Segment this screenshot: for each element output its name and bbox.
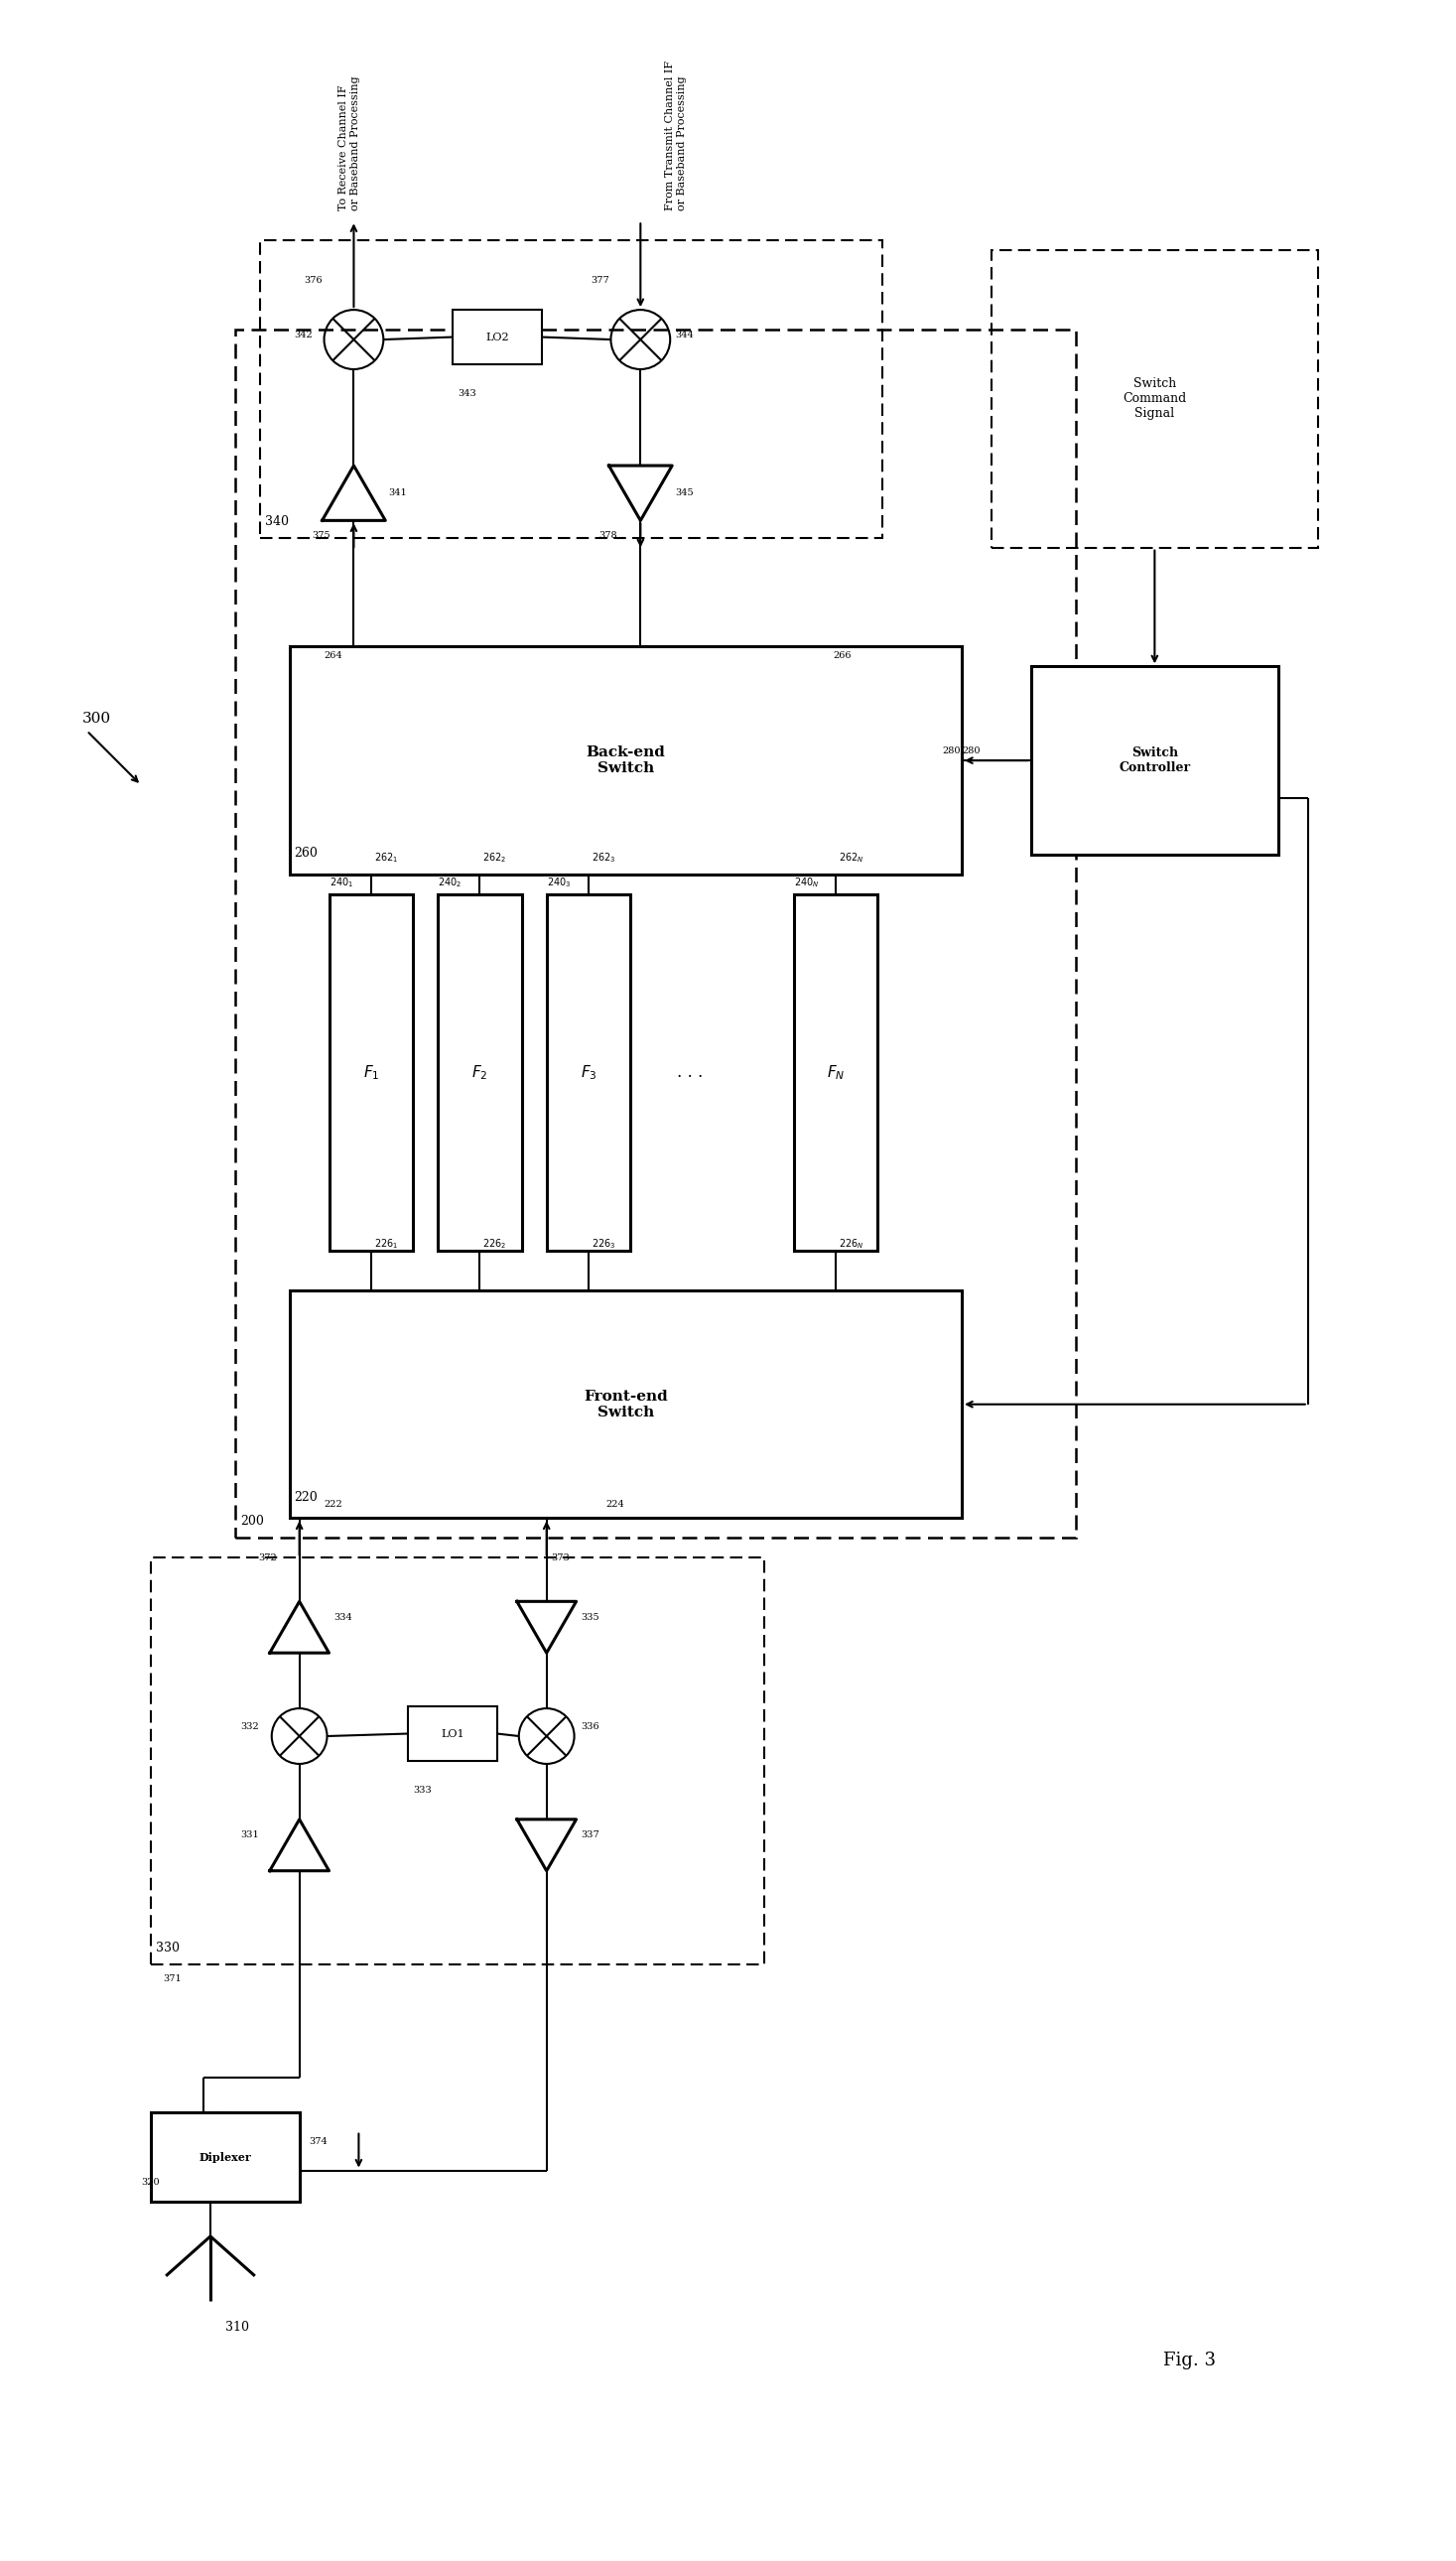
Text: 342: 342: [294, 330, 313, 338]
Text: 333: 333: [414, 1785, 431, 1795]
Text: 264: 264: [325, 650, 342, 661]
Text: LO2: LO2: [485, 333, 508, 343]
Bar: [546, 894, 630, 1250]
Bar: [992, 251, 1318, 548]
Text: 376: 376: [304, 277, 323, 284]
Text: $262_3$: $262_3$: [591, 850, 616, 866]
Text: 378: 378: [598, 530, 617, 540]
Text: 343: 343: [457, 389, 476, 397]
Bar: [453, 310, 542, 364]
Text: $F_3$: $F_3$: [581, 1063, 597, 1081]
Text: $240_2$: $240_2$: [438, 876, 462, 889]
Text: 336: 336: [581, 1721, 600, 1731]
Text: $226_2$: $226_2$: [483, 1237, 507, 1250]
Bar: [408, 1706, 496, 1762]
Bar: [794, 894, 878, 1250]
Text: $240_N$: $240_N$: [794, 876, 820, 889]
Text: 320: 320: [141, 2177, 160, 2187]
Text: 330: 330: [156, 1941, 181, 1954]
Text: 200: 200: [240, 1516, 264, 1529]
Text: . . .: . . .: [677, 1063, 703, 1081]
Text: 332: 332: [240, 1721, 259, 1731]
Text: $240_1$: $240_1$: [329, 876, 354, 889]
Text: 375: 375: [312, 530, 331, 540]
Text: 266: 266: [833, 650, 852, 661]
Text: 372: 372: [258, 1555, 277, 1562]
Text: 331: 331: [240, 1831, 259, 1839]
Text: 377: 377: [591, 277, 610, 284]
Text: 220: 220: [294, 1491, 317, 1503]
Text: 337: 337: [581, 1831, 600, 1839]
Text: 224: 224: [606, 1498, 625, 1508]
Bar: [438, 894, 521, 1250]
Text: 280: 280: [942, 748, 961, 755]
Bar: [151, 1557, 764, 1964]
Text: 371: 371: [163, 1975, 182, 1982]
Text: Back-end
Switch: Back-end Switch: [585, 745, 665, 776]
Text: $226_N$: $226_N$: [839, 1237, 865, 1250]
Bar: [290, 1291, 962, 1519]
Bar: [234, 330, 1076, 1539]
Text: To Receive Channel IF
or Baseband Processing: To Receive Channel IF or Baseband Proces…: [339, 77, 361, 210]
Text: 345: 345: [676, 489, 693, 497]
Text: 222: 222: [325, 1498, 342, 1508]
Text: Diplexer: Diplexer: [199, 2151, 252, 2161]
Text: 373: 373: [552, 1555, 571, 1562]
Text: 260: 260: [294, 848, 317, 860]
Text: $F_2$: $F_2$: [472, 1063, 488, 1081]
Text: Switch
Controller: Switch Controller: [1118, 748, 1191, 773]
Text: $226_3$: $226_3$: [591, 1237, 616, 1250]
Text: Fig. 3: Fig. 3: [1163, 2351, 1216, 2369]
Text: $262_2$: $262_2$: [483, 850, 507, 866]
Text: $262_N$: $262_N$: [839, 850, 865, 866]
Text: 335: 335: [581, 1613, 600, 1621]
Text: 310: 310: [226, 2320, 249, 2333]
Text: $226_1$: $226_1$: [374, 1237, 397, 1250]
Text: 280: 280: [962, 748, 980, 755]
Bar: [1031, 666, 1278, 855]
Text: $240_3$: $240_3$: [546, 876, 571, 889]
Bar: [290, 645, 962, 873]
Text: 344: 344: [676, 330, 693, 338]
Text: From Transmit Channel IF
or Baseband Processing: From Transmit Channel IF or Baseband Pro…: [665, 61, 687, 210]
Text: LO1: LO1: [441, 1729, 464, 1739]
Text: $F_N$: $F_N$: [827, 1063, 844, 1081]
Text: $262_1$: $262_1$: [374, 850, 397, 866]
Text: 341: 341: [389, 489, 408, 497]
Text: Switch
Command
Signal: Switch Command Signal: [1123, 376, 1187, 420]
Bar: [329, 894, 414, 1250]
Text: $F_1$: $F_1$: [363, 1063, 379, 1081]
Text: 300: 300: [82, 712, 111, 725]
Text: 374: 374: [309, 2136, 328, 2146]
Text: Front-end
Switch: Front-end Switch: [584, 1388, 668, 1419]
Text: 334: 334: [333, 1613, 352, 1621]
Bar: [259, 241, 882, 538]
Text: 340: 340: [265, 515, 288, 528]
Bar: [151, 2113, 300, 2202]
